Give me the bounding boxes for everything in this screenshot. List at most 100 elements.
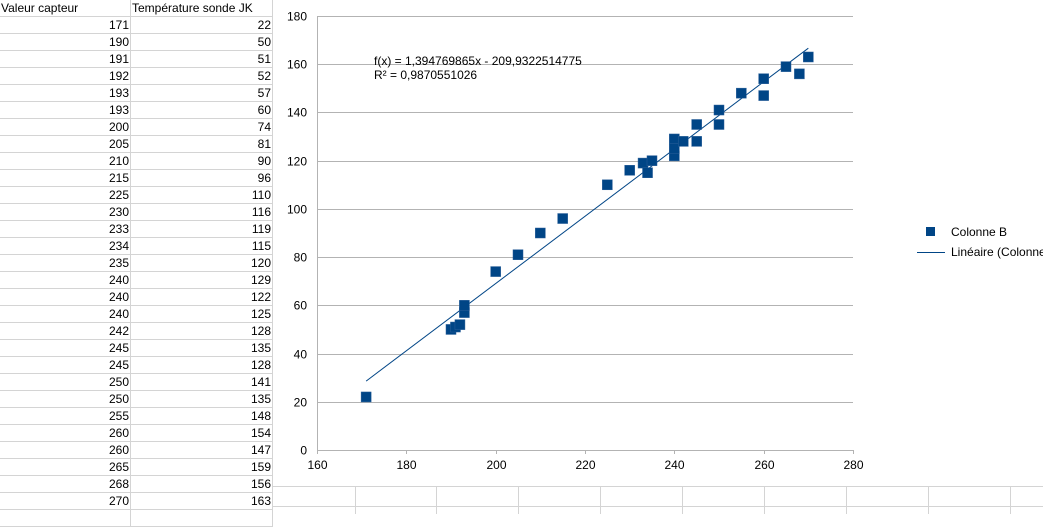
cell-valeur-capteur[interactable]: 245 [0,340,131,357]
cell-valeur-capteur[interactable]: 234 [0,238,131,255]
data-point[interactable] [713,104,725,116]
cell-temperature[interactable]: 148 [131,408,273,425]
data-point[interactable] [642,167,653,178]
cell-valeur-capteur[interactable]: 242 [0,323,131,340]
cell-temperature[interactable]: 154 [131,425,273,442]
cell-temperature[interactable]: 74 [131,119,273,136]
cell-temperature[interactable]: 147 [131,442,273,459]
data-point[interactable] [691,136,702,147]
cell-temperature[interactable]: 119 [131,221,273,238]
data-point[interactable] [669,143,680,154]
header-valeur-capteur[interactable]: Valeur capteur [0,0,131,17]
header-temperature[interactable]: Température sonde JK [131,0,273,17]
table-row: 230 116 [0,204,273,221]
cell-temperature[interactable]: 110 [131,187,273,204]
y-tick-label: 160 [287,58,307,72]
data-point[interactable] [758,73,769,84]
table-row: 250 141 [0,374,273,391]
data-point[interactable] [803,51,814,63]
data-point[interactable] [535,227,546,239]
scatter-chart[interactable]: 0 20 40 60 80 100 120 140 160 180 160 180 200 220 240 2… [273,0,1043,514]
cell-temperature[interactable]: 125 [131,306,273,323]
cell-valeur-capteur[interactable]: 215 [0,170,131,187]
data-point[interactable] [780,61,792,72]
cell-valeur-capteur[interactable]: 190 [0,34,131,51]
cell-valeur-capteur[interactable]: 240 [0,272,131,289]
data-point[interactable] [678,136,689,147]
cell-valeur-capteur[interactable]: 270 [0,493,131,510]
cell-temperature[interactable]: 128 [131,357,273,374]
cell-temperature[interactable]: 22 [131,17,273,34]
data-point[interactable] [490,266,501,277]
data-point[interactable] [512,249,524,260]
cell-temperature[interactable]: 156 [131,476,273,493]
data-point[interactable] [794,68,805,80]
data-point[interactable] [602,179,613,191]
cell-valeur-capteur[interactable]: 205 [0,136,131,153]
cell-valeur-capteur[interactable]: 250 [0,374,131,391]
y-tick-label: 140 [287,106,307,120]
cell-temperature[interactable]: 50 [131,34,273,51]
cell-temperature[interactable]: 159 [131,459,273,476]
data-point[interactable] [669,133,680,145]
cell-valeur-capteur[interactable]: 235 [0,255,131,272]
cell-valeur-capteur[interactable]: 260 [0,425,131,442]
cell-valeur-capteur[interactable]: 245 [0,357,131,374]
table-row: 240 122 [0,289,273,306]
cell-valeur-capteur[interactable]: 193 [0,85,131,102]
cell-valeur-capteur[interactable]: 240 [0,306,131,323]
cell-temperature[interactable]: 120 [131,255,273,272]
data-point[interactable] [713,119,725,130]
cell-temperature[interactable]: 129 [131,272,273,289]
data-point[interactable] [557,213,568,224]
x-tick-label: 180 [396,458,416,472]
cell-temperature[interactable]: 115 [131,238,273,255]
cell-temperature[interactable]: 135 [131,340,273,357]
cell-valeur-capteur[interactable]: 200 [0,119,131,136]
cell-valeur-capteur[interactable]: 171 [0,17,131,34]
cell-temperature[interactable]: 122 [131,289,273,306]
data-point[interactable] [646,155,658,166]
y-tick-label: 80 [294,251,308,265]
cell-temperature[interactable]: 52 [131,68,273,85]
data-point[interactable] [360,391,372,403]
cell-temperature[interactable]: 135 [131,391,273,408]
data-point[interactable] [691,119,702,130]
cell-temperature[interactable]: 163 [131,493,273,510]
cell-temperature[interactable]: 128 [131,323,273,340]
data-point[interactable] [637,157,649,169]
cell-valeur-capteur[interactable]: 230 [0,204,131,221]
cell-valeur-capteur[interactable]: 255 [0,408,131,425]
cell-valeur-capteur[interactable]: 233 [0,221,131,238]
cell-temperature[interactable]: 60 [131,102,273,119]
cell-valeur-capteur[interactable]: 191 [0,51,131,68]
cell-temperature[interactable]: 81 [131,136,273,153]
data-point[interactable] [736,87,747,99]
trendline-equation: f(x) = 1,394769865x - 209,9322514775 [374,54,582,68]
data-point[interactable] [459,300,470,311]
y-tick-label: 0 [300,444,307,458]
cell-valeur-capteur[interactable]: 268 [0,476,131,493]
cell-valeur-capteur[interactable]: 193 [0,102,131,119]
table-row: 200 74 [0,119,273,136]
cell-temperature[interactable]: 90 [131,153,273,170]
cell-temperature[interactable]: 51 [131,51,273,68]
x-tick-label: 240 [664,458,684,472]
cell-valeur-capteur[interactable]: 210 [0,153,131,170]
x-tick-label: 160 [307,458,327,472]
cell-temperature[interactable]: 116 [131,204,273,221]
cell-valeur-capteur[interactable]: 225 [0,187,131,204]
table-row: 191 51 [0,51,273,68]
table-row: 190 50 [0,34,273,51]
cell-valeur-capteur[interactable]: 250 [0,391,131,408]
cell-valeur-capteur[interactable]: 192 [0,68,131,85]
cell-valeur-capteur[interactable]: 260 [0,442,131,459]
data-point[interactable] [758,90,769,101]
cell-temperature[interactable]: 141 [131,374,273,391]
data-point[interactable] [454,319,466,330]
cell-valeur-capteur[interactable]: 240 [0,289,131,306]
cell-temperature[interactable]: 57 [131,85,273,102]
cell-temperature[interactable]: 96 [131,170,273,187]
data-point[interactable] [624,165,635,176]
cell-valeur-capteur[interactable]: 265 [0,459,131,476]
